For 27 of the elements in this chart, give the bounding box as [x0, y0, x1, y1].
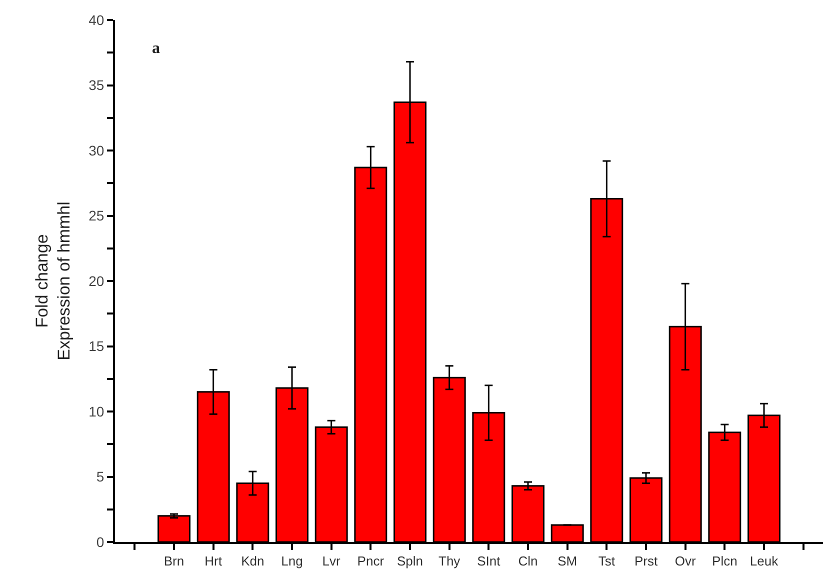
x-tick-label: Spln [396, 554, 424, 569]
x-tick-label: Thy [438, 554, 461, 569]
y-tick-label: 5 [96, 468, 104, 485]
x-tick-label: SInt [477, 554, 501, 569]
x-tick-label: Lvr [322, 554, 342, 569]
x-tick-label: Lng [281, 554, 303, 569]
y-tick-label: 30 [88, 142, 104, 158]
x-tick-label: Hrt [204, 554, 222, 569]
x-tick-label: Tst [598, 554, 616, 569]
y-tick-label: 10 [88, 403, 104, 420]
x-tick-label: SM [558, 554, 578, 569]
y-tick-label: 20 [88, 272, 104, 289]
y-tick-label: 25 [88, 208, 104, 224]
y-tick-label: 35 [88, 77, 104, 94]
x-tick-label: Plcn [712, 554, 738, 569]
x-tick-label: Kdn [241, 554, 264, 569]
x-tick-label: Cln [518, 554, 538, 569]
annotation: a [152, 40, 160, 57]
x-tick-label: Pncr [357, 554, 385, 569]
y-tick-label: 15 [88, 338, 104, 354]
x-tick-label: Ovr [674, 554, 696, 569]
x-tick-label: Brn [164, 554, 184, 569]
x-tick-label: Prst [634, 554, 658, 569]
y-tick-label: 40 [88, 12, 104, 28]
y-axis-title: Fold change Expression of hmmhl [32, 202, 74, 360]
y-tick-label: 0 [96, 534, 104, 550]
x-tick-label: Leuk [750, 554, 779, 569]
